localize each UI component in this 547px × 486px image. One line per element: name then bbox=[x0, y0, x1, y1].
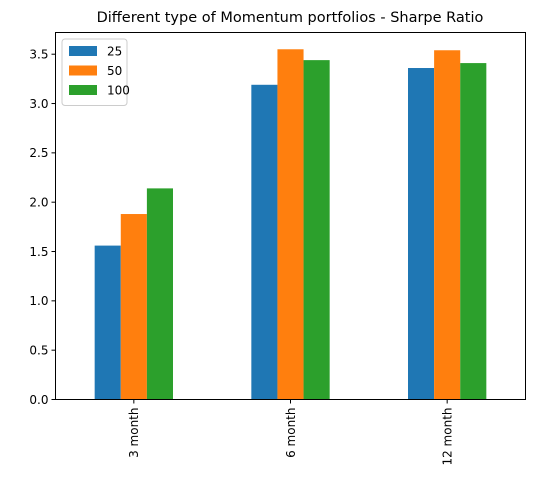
legend-label-100: 100 bbox=[107, 84, 130, 98]
y-tick-label: 3.0 bbox=[29, 97, 48, 111]
y-tick-label: 0.5 bbox=[29, 343, 48, 357]
x-tick-label: 3 month bbox=[127, 408, 141, 458]
bars-group bbox=[94, 49, 487, 400]
legend-label-50: 50 bbox=[107, 64, 122, 78]
x-axis: 3 month 6 month 12 month bbox=[127, 399, 454, 466]
y-tick-label: 1.5 bbox=[29, 245, 48, 259]
chart-title: Different type of Momentum portfolios - … bbox=[97, 10, 484, 26]
bar-100-2 bbox=[460, 63, 487, 400]
bar-50-0 bbox=[120, 214, 147, 400]
y-tick-label: 2.5 bbox=[29, 146, 48, 160]
bar-25-1 bbox=[251, 84, 278, 400]
bar-100-1 bbox=[303, 60, 330, 400]
y-axis: 0.0 0.5 1.0 1.5 2.0 2.5 3.0 3.5 bbox=[29, 48, 56, 407]
bar-25-2 bbox=[408, 68, 435, 400]
bar-25-0 bbox=[94, 245, 121, 400]
y-tick-label: 2.0 bbox=[29, 195, 48, 209]
plot-frame bbox=[55, 32, 526, 400]
bar-50-2 bbox=[434, 50, 461, 400]
legend-label-25: 25 bbox=[107, 45, 122, 59]
x-tick-label: 6 month bbox=[284, 408, 298, 458]
legend: 25 50 100 bbox=[61, 38, 130, 106]
legend-swatch-25 bbox=[69, 46, 97, 56]
y-tick-label: 3.5 bbox=[29, 48, 48, 62]
legend-swatch-50 bbox=[69, 65, 97, 76]
bar-100-0 bbox=[146, 188, 173, 400]
x-tick-label: 12 month bbox=[440, 408, 454, 466]
y-tick-label: 1.0 bbox=[29, 294, 48, 308]
y-tick-label: 0.0 bbox=[29, 393, 48, 407]
legend-swatch-100 bbox=[69, 85, 97, 95]
bar-50-1 bbox=[277, 49, 304, 400]
